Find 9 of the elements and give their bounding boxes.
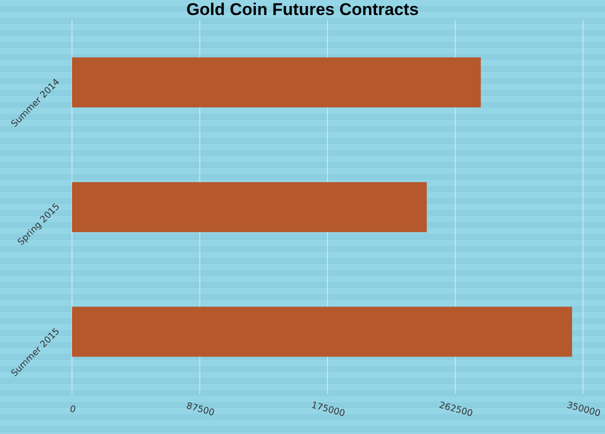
x-tick-label: 350000 bbox=[566, 400, 602, 420]
x-tick-label: 262500 bbox=[438, 400, 474, 420]
bar bbox=[72, 57, 481, 108]
x-tick-label: 87500 bbox=[185, 402, 216, 419]
bar bbox=[72, 182, 427, 232]
x-tick-label: 0 bbox=[68, 404, 77, 416]
bar bbox=[72, 306, 572, 357]
x-tick-label: 175000 bbox=[310, 400, 346, 420]
chart-title: Gold Coin Futures Contracts bbox=[185, 0, 420, 20]
